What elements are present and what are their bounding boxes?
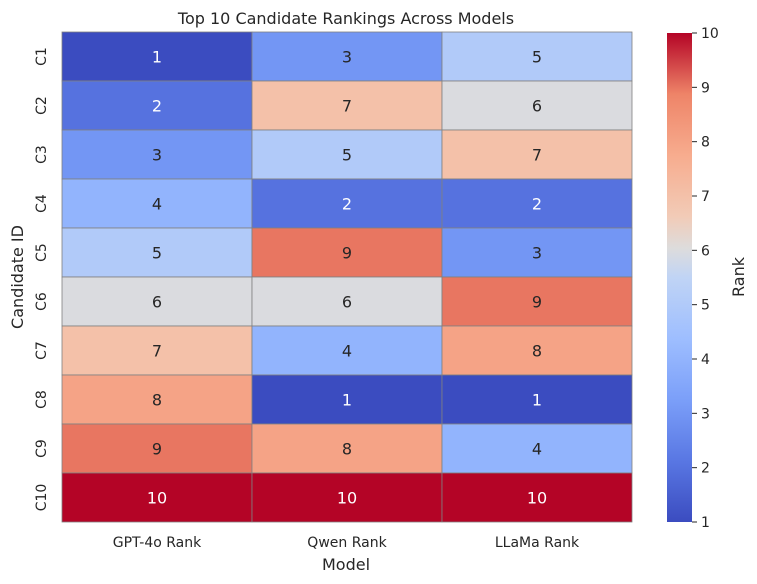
colorbar-label: Rank (729, 256, 748, 297)
colorbar (667, 33, 692, 522)
cell-value-label: 10 (337, 489, 357, 508)
cell-value-label: 3 (532, 244, 542, 263)
colorbar-tick-label: 9 (701, 80, 710, 96)
cell-value-label: 2 (152, 97, 162, 116)
cell-value-label: 4 (342, 342, 352, 361)
cell-value-label: 8 (152, 391, 162, 410)
heatmap-cell (441, 31, 633, 82)
heatmap-cell (251, 374, 443, 425)
cell-value-label: 10 (147, 489, 167, 508)
cell-value-label: 6 (342, 293, 352, 312)
chart-title: Top 10 Candidate Rankings Across Models (177, 9, 514, 28)
colorbar-tick-label: 3 (701, 406, 710, 422)
cell-value-label: 2 (532, 195, 542, 214)
cell-value-label: 6 (532, 97, 542, 116)
y-tick-label: C7 (34, 341, 50, 360)
y-tick-label: C5 (34, 243, 50, 262)
cell-value-label: 1 (342, 391, 352, 410)
cell-value-label: 5 (152, 244, 162, 263)
cell-value-label: 8 (342, 440, 352, 459)
colorbar-tick-label: 8 (701, 135, 710, 151)
heatmap-cell (61, 276, 253, 327)
x-tick-label: LLaMa Rank (495, 535, 580, 551)
heatmap-cell (61, 80, 253, 131)
heatmap-cell (441, 423, 633, 474)
cell-value-label: 7 (152, 342, 162, 361)
heatmap-cell (251, 129, 443, 180)
y-tick-label: C10 (34, 484, 50, 512)
heatmap-cell (441, 325, 633, 376)
y-tick-labels: C1 C2 C3 C4 C5 C6 C7 C8 C9 C10 (34, 47, 50, 511)
x-tick-label: GPT-4o Rank (113, 535, 202, 551)
colorbar-tick-label: 4 (701, 352, 710, 368)
colorbar-tick-label: 5 (701, 298, 710, 314)
x-axis-label: Model (322, 555, 370, 574)
heatmap-cells: 1 3 5 2 7 6 3 5 7 4 2 2 5 9 3 6 6 9 7 4 8 8 1 1 9 8 4 10 10 10 (61, 31, 633, 523)
cell-value-label: 5 (342, 146, 352, 165)
heatmap-cell (441, 472, 633, 523)
cell-value-label: 10 (527, 489, 547, 508)
cell-value-label: 4 (152, 195, 162, 214)
y-tick-label: C4 (34, 194, 50, 213)
heatmap-cell (251, 472, 443, 523)
cell-value-label: 2 (342, 195, 352, 214)
colorbar-tick-label: 10 (701, 26, 719, 42)
colorbar-tick-label: 7 (701, 189, 710, 205)
cell-value-label: 5 (532, 48, 542, 67)
y-tick-label: C2 (34, 96, 50, 115)
y-tick-label: C9 (34, 439, 50, 458)
heatmap-cell (61, 472, 253, 523)
heatmap-cell (61, 227, 253, 278)
y-tick-label: C1 (34, 47, 50, 66)
heatmap-cell (441, 178, 633, 229)
y-tick-label: C8 (34, 390, 50, 409)
heatmap-cell (251, 227, 443, 278)
cell-value-label: 7 (342, 97, 352, 116)
y-tick-label: C6 (34, 292, 50, 311)
y-axis-label: Candidate ID (8, 225, 27, 329)
cell-value-label: 7 (532, 146, 542, 165)
heatmap-cell (441, 227, 633, 278)
colorbar-tick-label: 6 (701, 243, 710, 259)
heatmap-cell (61, 178, 253, 229)
heatmap-cell (61, 374, 253, 425)
heatmap-cell (251, 276, 443, 327)
heatmap-cell (251, 325, 443, 376)
colorbar-tick-label: 1 (701, 515, 710, 531)
cell-value-label: 3 (342, 48, 352, 67)
cell-value-label: 1 (532, 391, 542, 410)
heatmap-cell (61, 423, 253, 474)
heatmap-cell (61, 31, 253, 82)
x-tick-label: Qwen Rank (307, 535, 387, 551)
cell-value-label: 9 (152, 440, 162, 459)
cell-value-label: 9 (342, 244, 352, 263)
cell-value-label: 8 (532, 342, 542, 361)
cell-value-label: 6 (152, 293, 162, 312)
heatmap-cell (251, 31, 443, 82)
cell-value-label: 1 (152, 48, 162, 67)
heatmap-cell (251, 80, 443, 131)
heatmap-cell (441, 80, 633, 131)
cell-value-label: 4 (532, 440, 542, 459)
cell-value-label: 3 (152, 146, 162, 165)
heatmap-cell (441, 374, 633, 425)
heatmap-cell (61, 325, 253, 376)
heatmap-cell (441, 276, 633, 327)
x-tick-labels: GPT-4o Rank Qwen Rank LLaMa Rank (113, 535, 580, 551)
colorbar-ticks: 1 2 3 4 5 6 7 8 9 10 (692, 26, 719, 531)
cell-value-label: 9 (532, 293, 542, 312)
y-tick-label: C3 (34, 145, 50, 164)
colorbar-tick-label: 2 (701, 461, 710, 477)
